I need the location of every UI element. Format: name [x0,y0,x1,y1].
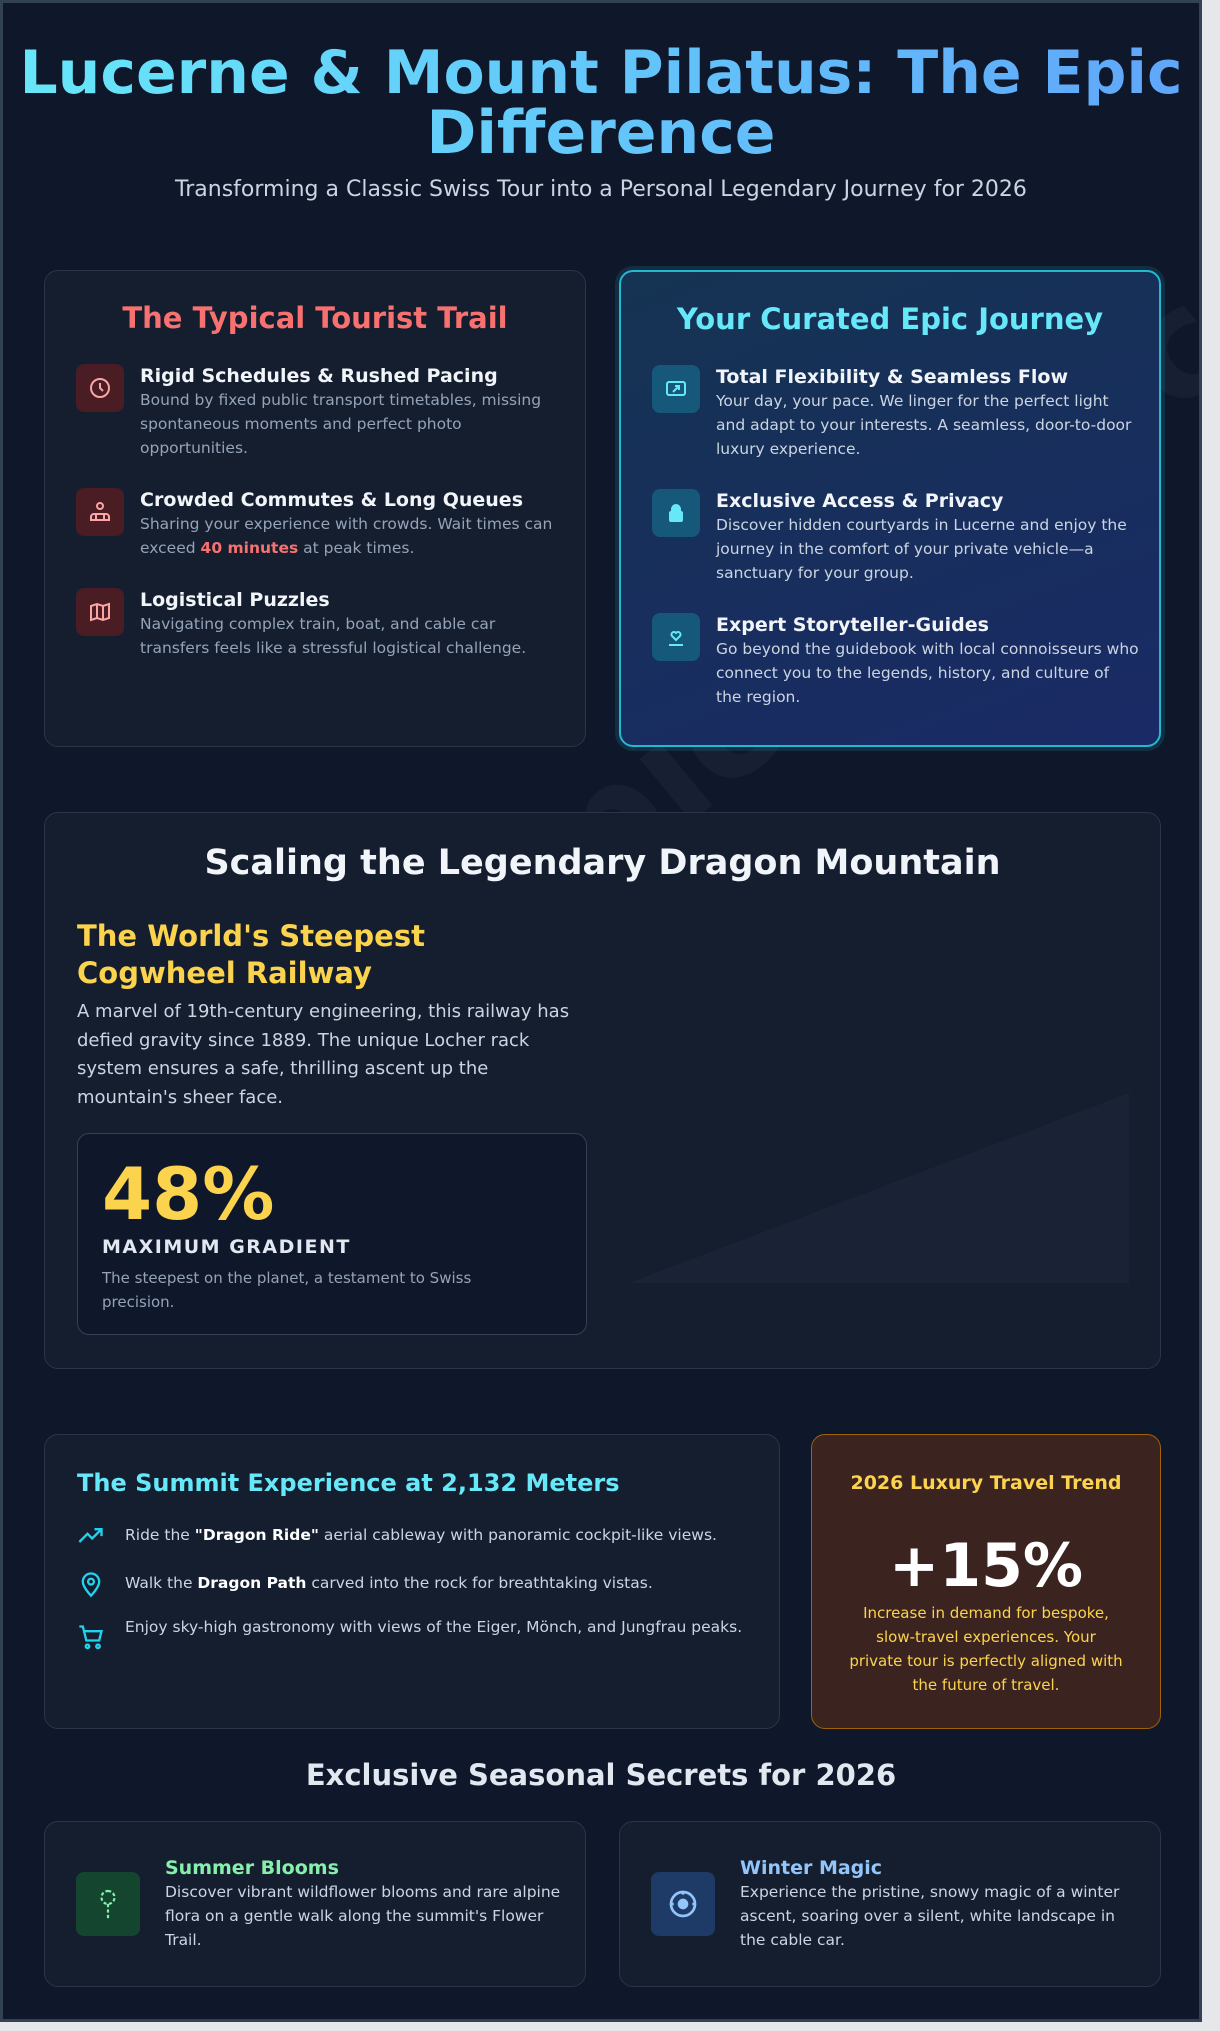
item-desc: Sharing your experience with crowds. Wai… [140,512,565,560]
mountain-slope-graphic [629,1093,1129,1283]
map-pin-icon [81,1572,101,1598]
section-title: Scaling the Legendary Dragon Mountain [204,843,1001,883]
seasonal-title: Exclusive Seasonal Secrets for 2026 [305,1758,897,1792]
luxury-trend-card: 2026 Luxury Travel Trend +15% Increase i… [811,1434,1161,1729]
season-desc: Experience the pristine, snowy magic of … [740,1883,1120,1949]
season-desc: Discover vibrant wildflower blooms and r… [165,1883,561,1949]
item-title: Expert Storyteller-Guides [716,614,989,636]
page-title: Lucerne & Mount Pilatus: The Epic Differ… [3,43,1199,163]
heart-guide-icon [652,613,700,661]
item-text: aerial cableway with panoramic cockpit-l… [318,1526,717,1544]
item-desc: Bound by fixed public transport timetabl… [140,391,542,457]
stat-label: MAXIMUM GRADIENT [102,1236,351,1258]
dragon-mountain-section: Scaling the Legendary Dragon Mountain Th… [44,812,1161,1369]
item-desc: Your day, your pace. We linger for the p… [716,392,1132,458]
clock-icon [76,364,124,412]
cart-icon [79,1625,103,1650]
wait-time-highlight: 40 minutes [200,539,299,557]
summer-card: Summer Blooms Discover vibrant wildflowe… [44,1821,586,1987]
item-desc: Navigating complex train, boat, and cabl… [140,615,527,657]
season-title: Summer Blooms [165,1857,339,1879]
stat-value: 48% [102,1152,275,1236]
item-text: Walk the [125,1574,198,1592]
card-title: The Typical Tourist Trail [122,301,508,335]
desc-text: Sharing your experience with crowds. Wai… [140,515,553,557]
crowd-icon [76,488,124,536]
item-title: Rigid Schedules & Rushed Pacing [140,365,498,387]
item-bold: Dragon Path [197,1574,307,1592]
item-bold: "Dragon Ride" [194,1526,319,1544]
item-title: Logistical Puzzles [140,589,330,611]
winter-card: Winter Magic Experience the pristine, sn… [619,1821,1161,1987]
card-title: Your Curated Epic Journey [676,302,1104,336]
item-title: Crowded Commutes & Long Queues [140,489,524,511]
summit-title: The Summit Experience at 2,132 Meters [77,1469,620,1497]
trend-title: 2026 Luxury Travel Trend [850,1472,1122,1494]
season-title: Winter Magic [740,1857,883,1879]
trend-desc: Increase in demand for bespoke, slow-tra… [849,1604,1123,1694]
curated-epic-card: Your Curated Epic Journey Total Flexibil… [619,270,1161,747]
item-title: Exclusive Access & Privacy [716,490,1004,512]
item-title: Total Flexibility & Seamless Flow [716,366,1068,388]
gradient-stat-box: 48% MAXIMUM GRADIENT The steepest on the… [77,1133,587,1335]
railway-subtitle: The World's Steepest Cogwheel Railway [77,919,425,990]
page-subtitle: Transforming a Classic Swiss Tour into a… [175,177,1027,202]
trend-value: +15% [889,1531,1083,1601]
item-desc: Go beyond the guidebook with local conno… [716,640,1139,706]
item-text: Ride the [125,1526,195,1544]
item-desc: Discover hidden courtyards in Lucerne an… [716,516,1127,582]
item-text: Enjoy sky-high gastronomy with views of … [125,1618,743,1636]
railway-description: A marvel of 19th-century engineering, th… [77,1001,570,1108]
stat-desc: The steepest on the planet, a testament … [102,1269,472,1311]
lock-icon [652,489,700,537]
desc-text: at peak times. [298,539,415,557]
flexible-route-icon [652,365,700,413]
map-icon [76,588,124,636]
typical-tourist-card: The Typical Tourist Trail Rigid Schedule… [44,270,586,747]
item-text: carved into the rock for breathtaking vi… [306,1574,653,1592]
flower-icon [76,1872,140,1936]
trending-up-icon [78,1528,103,1543]
snow-icon [651,1872,715,1936]
summit-section: The Summit Experience at 2,132 Meters Ri… [44,1434,780,1729]
